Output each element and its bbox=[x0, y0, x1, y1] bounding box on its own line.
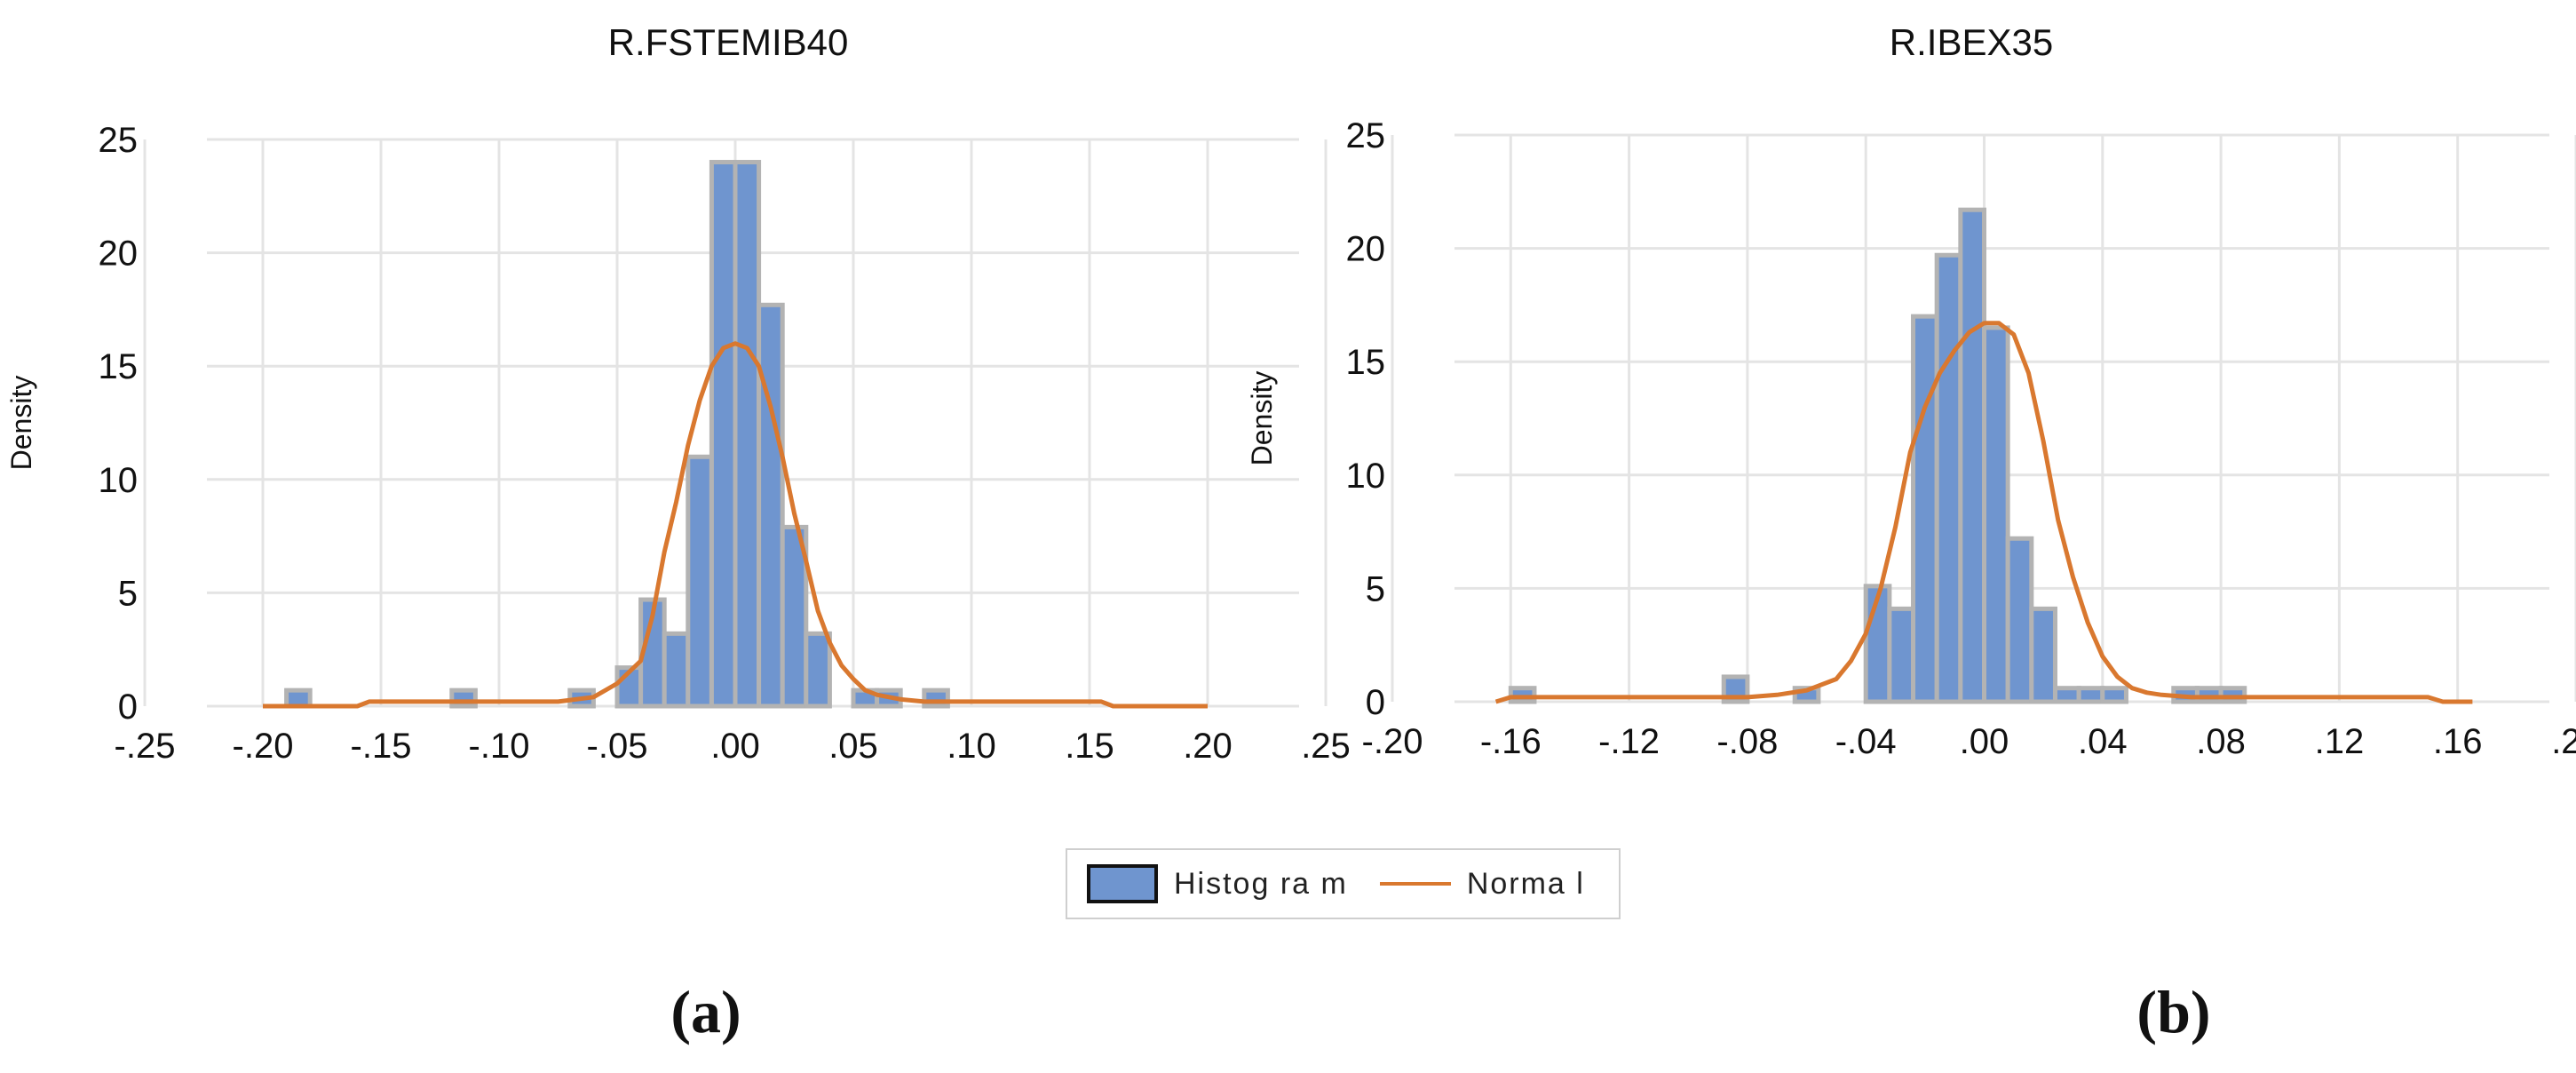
histogram-bar bbox=[2100, 686, 2128, 704]
x-tick-label: -.10 bbox=[469, 727, 530, 766]
histogram-bar bbox=[2052, 686, 2081, 704]
histogram-bar bbox=[1934, 252, 1963, 704]
y-tick-label: 25 bbox=[99, 121, 139, 160]
histogram-bar bbox=[709, 160, 738, 709]
y-tick-label: 0 bbox=[118, 688, 138, 727]
x-tick-label: -.16 bbox=[1480, 722, 1542, 761]
normal-line-swatch bbox=[1379, 882, 1451, 886]
y-tick-label: 5 bbox=[118, 574, 138, 613]
y-tick-label: 15 bbox=[99, 347, 139, 386]
legend-label-normal: Norma l bbox=[1466, 866, 1585, 901]
y-tick-label: 25 bbox=[1346, 116, 1386, 155]
x-tick-label: -.15 bbox=[351, 727, 412, 766]
legend-item-normal: Norma l bbox=[1379, 866, 1585, 902]
x-tick-label: -.05 bbox=[587, 727, 648, 766]
chart-title: R.IBEX35 bbox=[1890, 21, 2053, 63]
y-axis-label: Density bbox=[5, 376, 37, 471]
histogram-bar bbox=[2194, 686, 2223, 704]
histogram-bar bbox=[2005, 536, 2034, 704]
x-tick-label: .00 bbox=[710, 727, 760, 766]
histogram-bar bbox=[804, 631, 832, 709]
normal-curve-line bbox=[1494, 321, 2473, 704]
x-tick-label: -.08 bbox=[1716, 722, 1778, 761]
y-tick-label: 10 bbox=[1346, 457, 1386, 496]
panel-a-chart: -.25 -.20 -.15 -.10 -.05 .00 .05 .10 .15 .20 .25 0 5… bbox=[5, 21, 1351, 766]
x-tick-label: -.25 bbox=[115, 727, 176, 766]
histogram-bar bbox=[757, 302, 785, 709]
histogram-bar bbox=[686, 454, 714, 709]
histogram-bar bbox=[662, 631, 691, 709]
x-tick-label: .10 bbox=[947, 727, 996, 766]
x-tick-label: .05 bbox=[828, 727, 878, 766]
histogram-bar bbox=[1911, 314, 1939, 704]
histogram-bar bbox=[780, 524, 809, 709]
y-tick-label: 10 bbox=[99, 461, 139, 500]
x-tick-label: .04 bbox=[2078, 722, 2128, 761]
x-tick-label: .20 bbox=[1183, 727, 1233, 766]
y-tick-label: 15 bbox=[1346, 343, 1386, 382]
x-tick-label: .08 bbox=[2196, 722, 2246, 761]
x-tick-label: .16 bbox=[2433, 722, 2483, 761]
histogram-bar bbox=[1863, 584, 1892, 704]
y-axis-label: Density bbox=[1246, 371, 1278, 466]
legend-item-histogram: Histog ra m bbox=[1087, 864, 1348, 903]
histogram-bar bbox=[733, 160, 762, 709]
histogram-bar bbox=[284, 688, 313, 709]
chart-title: R.FSTEMIB40 bbox=[608, 21, 849, 63]
x-tick-label: -.20 bbox=[233, 727, 294, 766]
histogram-bar bbox=[1982, 325, 2010, 704]
histogram-bar bbox=[1508, 686, 1537, 704]
panel-b-letter: b bbox=[2157, 978, 2191, 1045]
x-tick-label: -.12 bbox=[1598, 722, 1660, 761]
x-tick-label: .12 bbox=[2315, 722, 2365, 761]
y-tick-label: 20 bbox=[1346, 230, 1386, 269]
legend: Histog ra m Norma l bbox=[1066, 848, 1621, 919]
histogram-bar bbox=[2076, 686, 2105, 704]
x-tick-label: -.04 bbox=[1835, 722, 1897, 761]
panel-a-caption: (a) bbox=[670, 978, 741, 1045]
panel-b-caption: (b) bbox=[2136, 978, 2211, 1045]
histogram-bar bbox=[1958, 207, 1987, 704]
histogram-bar bbox=[2029, 606, 2057, 704]
histogram-bar bbox=[2218, 686, 2247, 704]
y-tick-label: 20 bbox=[99, 234, 139, 274]
legend-label-histogram: Histog ra m bbox=[1174, 866, 1348, 901]
panel-a-letter: a bbox=[691, 978, 721, 1045]
histogram-swatch bbox=[1087, 864, 1158, 903]
panel-b-chart: -.20 -.16 -.12 -.08 -.04 .00 .04 .08 .12 .16 .20 0 5… bbox=[1246, 21, 2576, 761]
x-tick-label: .00 bbox=[1960, 722, 2009, 761]
x-tick-label: .20 bbox=[2551, 722, 2576, 761]
y-tick-label: 0 bbox=[1366, 683, 1385, 722]
y-tick-label: 5 bbox=[1366, 569, 1385, 608]
histogram-bar bbox=[1887, 606, 1916, 704]
x-tick-label: .25 bbox=[1301, 727, 1351, 766]
x-tick-label: .15 bbox=[1065, 727, 1114, 766]
normal-curve-line bbox=[263, 341, 1208, 709]
x-tick-label: -.20 bbox=[1362, 722, 1423, 761]
